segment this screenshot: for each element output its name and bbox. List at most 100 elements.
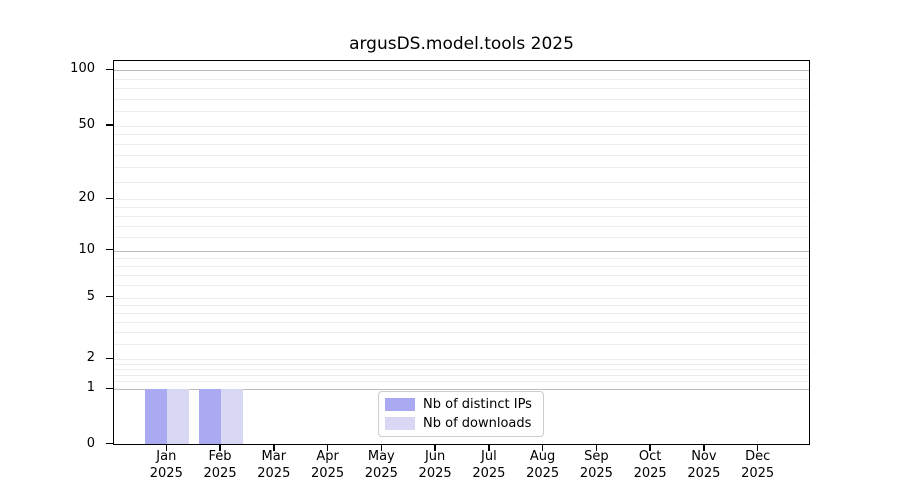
x-tick-label-aug: Aug 2025: [511, 449, 575, 482]
y-gridline-minor: [114, 297, 809, 299]
x-tick-label-year: 2025: [311, 465, 345, 481]
y-gridline-minor: [114, 181, 809, 183]
chart-title: argusDS.model.tools 2025: [349, 34, 574, 54]
x-tick-label-dec: Dec 2025: [726, 449, 790, 482]
x-tick-label-oct: Oct 2025: [618, 449, 682, 482]
x-tick-label-month: Dec: [745, 449, 771, 464]
x-tick-label-may: May 2025: [349, 449, 413, 482]
x-tick-label-month: Sep: [584, 449, 609, 464]
y-tick-label-1: 1: [86, 380, 95, 396]
x-tick-mark: [541, 445, 544, 451]
y-gridline-minor: [114, 207, 809, 209]
x-tick-label-year: 2025: [149, 465, 183, 481]
y-tick-label-20: 20: [78, 190, 95, 206]
y-gridline-major: [114, 389, 809, 391]
y-gridline-minor: [114, 304, 809, 306]
x-tick-mark: [165, 445, 167, 451]
y-tick-mark: [106, 387, 113, 389]
bar-nb-of-downloads-jan: [167, 388, 190, 444]
y-gridline-minor: [114, 111, 809, 113]
x-tick-label-month: Aug: [529, 449, 556, 464]
y-gridline-minor: [114, 369, 809, 370]
x-tick-mark: [595, 445, 598, 451]
x-tick-mark: [488, 445, 490, 451]
y-gridline-minor: [114, 285, 809, 287]
x-tick-mark: [326, 445, 329, 451]
x-tick-label-year: 2025: [364, 465, 398, 481]
y-tick-mark: [106, 248, 113, 251]
x-tick-label-year: 2025: [257, 465, 291, 481]
y-tick-label-5: 5: [86, 288, 95, 304]
x-tick-label-nov: Nov 2025: [672, 449, 736, 482]
x-tick-label-month: Apr: [316, 449, 339, 464]
x-tick-label-month: Oct: [638, 449, 662, 464]
x-tick-mark: [756, 445, 759, 451]
y-tick-label-0: 0: [86, 435, 95, 451]
x-tick-label-year: 2025: [472, 465, 506, 481]
x-tick-mark: [703, 445, 705, 451]
y-gridline-minor: [114, 374, 809, 376]
x-tick-label-jun: Jun 2025: [403, 449, 467, 482]
y-gridline-minor: [114, 225, 809, 227]
y-gridline-minor: [114, 381, 809, 383]
y-gridline-minor: [114, 199, 809, 201]
x-tick-label-jan: Jan 2025: [134, 449, 198, 482]
legend-label: Nb of distinct IPs: [423, 397, 532, 412]
y-gridline-minor: [114, 134, 809, 136]
y-tick-label-100: 100: [70, 61, 95, 77]
bar-nb-of-downloads-feb: [221, 388, 244, 444]
y-gridline-minor: [114, 257, 809, 259]
bar-nb-of-distinct-ips-jan: [145, 388, 168, 444]
y-gridline-minor: [114, 274, 809, 276]
y-gridline-minor: [114, 321, 809, 323]
x-tick-label-year: 2025: [418, 465, 452, 481]
y-gridline-minor: [114, 237, 809, 239]
x-tick-label-month: Jul: [481, 449, 497, 464]
x-tick-mark: [273, 445, 275, 451]
legend-box: Nb of distinct IPs Nb of downloads: [378, 391, 544, 437]
y-gridline-minor: [114, 154, 809, 156]
y-gridline-minor: [114, 344, 809, 346]
y-gridline-minor: [114, 166, 809, 168]
plot-area: [113, 60, 810, 445]
x-tick-label-apr: Apr 2025: [296, 449, 360, 482]
x-tick-mark: [649, 445, 651, 451]
legend-entry-distinct-ips: Nb of distinct IPs: [385, 397, 535, 412]
y-tick-label-10: 10: [78, 241, 95, 257]
y-tick-mark: [106, 68, 113, 70]
x-tick-label-month: Nov: [691, 449, 717, 464]
y-tick-label-50: 50: [78, 117, 95, 132]
legend-entry-downloads: Nb of downloads: [385, 416, 535, 431]
x-tick-label-sep: Sep 2025: [564, 449, 628, 482]
x-tick-label-year: 2025: [687, 465, 721, 481]
x-tick-label-year: 2025: [203, 465, 237, 481]
y-tick-mark: [106, 357, 113, 359]
y-gridline-minor: [114, 312, 809, 314]
legend-swatch-distinct-ips-icon: [385, 398, 415, 411]
x-tick-label-month: Feb: [208, 449, 232, 464]
legend-swatch-downloads-icon: [385, 417, 415, 430]
y-gridline-minor: [114, 359, 809, 361]
y-gridline-minor: [114, 332, 809, 333]
x-tick-mark: [434, 445, 436, 451]
y-tick-mark: [106, 124, 113, 126]
legend-label: Nb of downloads: [423, 416, 532, 431]
y-gridline-major: [114, 70, 809, 72]
y-gridline-minor: [114, 143, 809, 145]
y-tick-label-2: 2: [86, 350, 95, 366]
x-tick-label-year: 2025: [526, 465, 560, 481]
y-gridline-minor: [114, 215, 809, 217]
x-tick-label-year: 2025: [741, 465, 775, 481]
y-gridline-minor: [114, 99, 809, 100]
y-gridline-minor: [114, 363, 809, 365]
x-tick-label-month: May: [367, 449, 395, 464]
x-tick-label-month: Jan: [156, 449, 177, 464]
y-gridline-minor: [114, 126, 809, 127]
y-gridline-minor: [114, 265, 809, 267]
x-tick-label-year: 2025: [633, 465, 667, 481]
y-gridline-minor: [114, 88, 809, 90]
x-tick-label-month: Mar: [261, 449, 287, 464]
y-gridline-minor: [114, 78, 809, 80]
x-tick-label-year: 2025: [579, 465, 613, 481]
